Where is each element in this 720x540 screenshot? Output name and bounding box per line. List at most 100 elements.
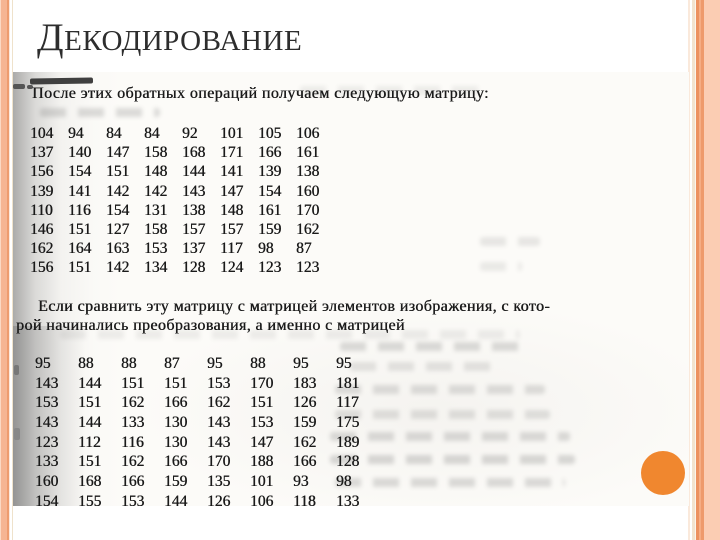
matrix-cell: 151 [164, 374, 188, 392]
matrix-cell: 84 [106, 125, 122, 142]
matrix-row: 153 151 162 166 162 151 126 117 [35, 393, 379, 413]
page-bleedthrough-artifact [335, 478, 565, 487]
matrix-cell: 142 [144, 182, 168, 200]
matrix-cell: 123 [258, 259, 282, 277]
matrix-cell: 160 [296, 182, 320, 200]
matrix-cell: 124 [220, 259, 244, 277]
matrix-cell: 166 [121, 473, 145, 491]
matrix-cell: 171 [220, 144, 244, 162]
matrix-row: 137 140 147 158 168 171 166 161 [30, 143, 334, 162]
matrix-cell: 170 [207, 453, 231, 471]
matrix-cell: 131 [144, 201, 168, 219]
matrix-cell: 140 [68, 144, 92, 162]
matrix-cell: 143 [35, 414, 59, 432]
matrix-cell: 144 [182, 163, 206, 181]
matrix-row: 143 144 133 130 143 153 159 175 [35, 413, 379, 433]
matrix-cell: 168 [182, 144, 206, 162]
matrix-cell: 153 [207, 374, 231, 392]
matrix-cell: 116 [121, 433, 144, 451]
matrix-cell: 153 [250, 414, 274, 432]
matrix-cell: 151 [121, 374, 145, 392]
matrix-cell: 168 [78, 473, 102, 491]
matrix-row: 139 141 142 142 143 147 154 160 [30, 182, 334, 201]
page-bleedthrough-artifact [335, 385, 545, 394]
matrix-row: 156 151 142 134 128 124 123 123 [30, 258, 334, 277]
matrix-cell: 151 [106, 163, 130, 181]
matrix-cell: 123 [35, 433, 59, 451]
matrix-cell: 154 [106, 201, 130, 219]
matrix-row: 156 154 151 148 144 141 139 138 [30, 162, 334, 181]
matrix-cell: 141 [68, 182, 92, 200]
page-bleedthrough-artifact [300, 86, 490, 95]
matrix-cell: 155 [78, 492, 102, 510]
matrix-cell: 123 [296, 259, 320, 277]
matrix-cell: 170 [296, 201, 320, 219]
scanned-page-image: После этих обратных операций получаем сл… [13, 72, 689, 510]
matrix-cell: 98 [258, 240, 274, 258]
page-bleedthrough-artifact [480, 237, 540, 246]
matrix-cell: 117 [220, 240, 243, 258]
matrix-cell: 188 [250, 453, 274, 471]
matrix-cell: 159 [164, 473, 188, 491]
matrix-cell: 142 [106, 259, 130, 277]
matrix-row: 162 164 163 153 137 117 98 87 [30, 239, 334, 258]
matrix-cell: 94 [68, 125, 84, 142]
matrix-cell: 143 [35, 374, 59, 392]
matrix-row: 160 168 166 159 135 101 93 98 [35, 472, 379, 492]
matrix-cell: 135 [207, 473, 231, 491]
matrix-cell: 162 [30, 240, 54, 258]
matrix-cell: 147 [220, 182, 244, 200]
matrix-cell: 153 [121, 492, 145, 510]
matrix-cell: 157 [182, 220, 206, 238]
matrix-cell: 162 [207, 394, 231, 412]
matrix-cell: 127 [106, 220, 130, 238]
matrix-cell: 159 [293, 414, 317, 432]
matrix-cell: 166 [258, 144, 282, 162]
matrix-cell: 130 [164, 433, 188, 451]
matrix-cell: 146 [30, 220, 54, 238]
matrix-cell: 118 [293, 492, 316, 510]
matrix-cell: 156 [30, 259, 54, 277]
matrix-cell: 133 [121, 414, 145, 432]
matrix-cell: 137 [30, 144, 54, 162]
left-accent-bar [0, 0, 10, 540]
matrix-cell: 147 [250, 433, 274, 451]
matrix-cell: 162 [121, 453, 145, 471]
matrix-row: 154 155 153 144 126 106 118 133 [35, 492, 379, 512]
matrix-row: 110 116 154 131 138 148 161 170 [30, 201, 334, 220]
matrix-cell: 106 [296, 125, 320, 142]
page-bleedthrough-artifact [330, 432, 570, 441]
matrix-cell: 143 [207, 433, 231, 451]
matrix-cell: 170 [250, 374, 274, 392]
matrix-cell: 160 [35, 473, 59, 491]
matrix-cell: 151 [68, 220, 92, 238]
scan-shadow [13, 326, 103, 506]
matrix-cell: 93 [293, 473, 309, 491]
page-bleedthrough-artifact [480, 262, 522, 271]
matrix-row: 133 151 162 166 170 188 166 128 [35, 452, 379, 472]
slide-title: Декодирование [37, 16, 303, 59]
matrix-cell: 144 [78, 374, 102, 392]
matrix-cell: 134 [144, 259, 168, 277]
matrix-cell: 153 [144, 240, 168, 258]
matrix-cell: 95 [293, 355, 309, 372]
matrix-cell: 143 [182, 182, 206, 200]
matrix-cell: 133 [35, 453, 59, 471]
matrix-cell: 138 [296, 163, 320, 181]
matrix-cell: 95 [207, 355, 223, 372]
paragraph-2-line-1: Если сравнить эту матрицу с матрицей эле… [38, 298, 551, 315]
matrix-cell: 139 [258, 163, 282, 181]
matrix-cell: 162 [296, 220, 320, 238]
matrix-row: 143 144 151 151 153 170 183 181 [35, 374, 379, 394]
matrix-cell: 104 [30, 125, 54, 142]
page-bleedthrough-artifact [60, 330, 520, 339]
matrix-row: 104 94 84 84 92 101 105 106 [30, 124, 334, 143]
matrix-2: 95 88 88 87 95 88 95 95 143 144 151 151 153 170 183 181… [35, 354, 379, 512]
matrix-row: 95 88 88 87 95 88 95 95 [35, 354, 379, 374]
matrix-cell: 157 [220, 220, 244, 238]
matrix-cell: 162 [121, 394, 145, 412]
matrix-cell: 189 [336, 433, 360, 451]
matrix-cell: 128 [182, 259, 206, 277]
matrix-cell: 144 [164, 492, 188, 510]
